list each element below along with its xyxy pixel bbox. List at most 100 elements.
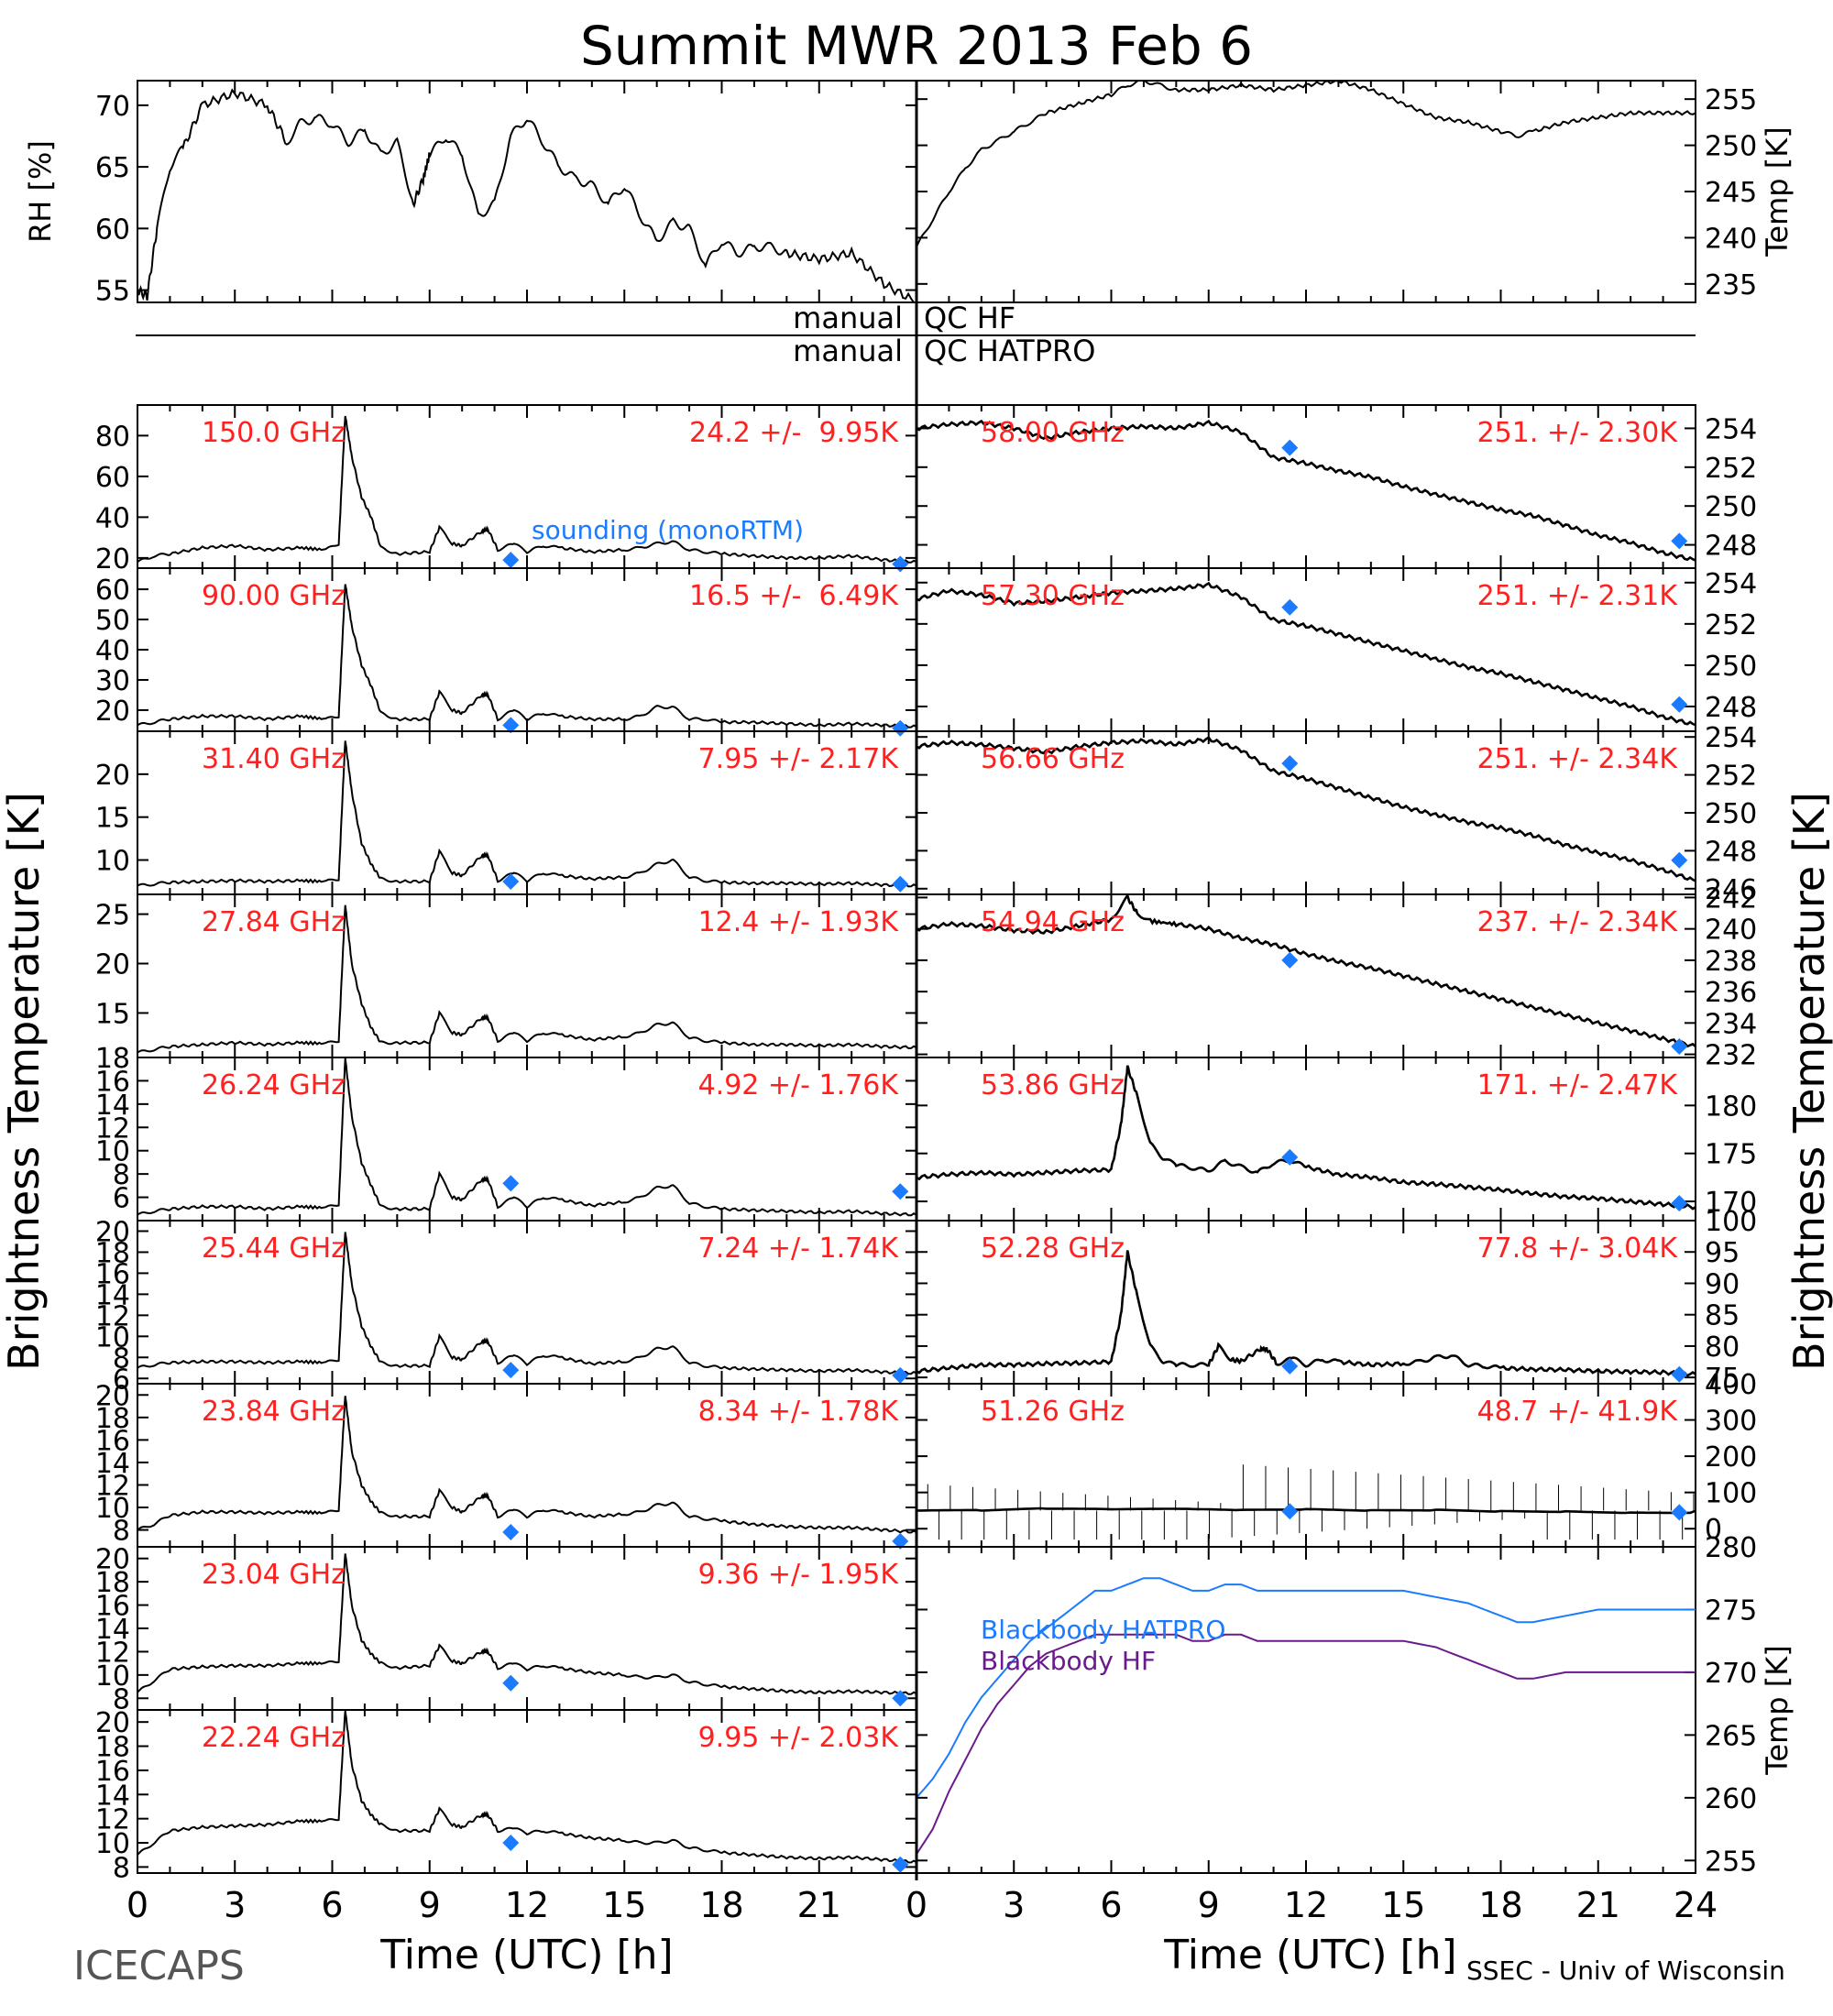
- series-bt-90: [137, 584, 917, 729]
- y-tick-label: 55: [95, 276, 130, 308]
- channel-label: 53.86 GHz: [981, 1069, 1125, 1101]
- y-tick-label: 20: [95, 1707, 130, 1739]
- y-tick-label: 16: [95, 1591, 130, 1623]
- y-tick-label: 20: [95, 1380, 130, 1412]
- channel-label: 57.30 GHz: [981, 580, 1125, 612]
- series-temp: [916, 79, 1696, 247]
- y-tick-label: 248: [1705, 531, 1757, 563]
- channel-stat: 237. +/- 2.34K: [1477, 906, 1679, 938]
- qc-hf-right-label: QC HF: [924, 301, 1015, 335]
- series-bt-22-24: [137, 1710, 917, 1864]
- y-tick-label: 75: [1705, 1363, 1740, 1395]
- y-tick-label: 10: [95, 846, 130, 878]
- y-tick-label: 10: [95, 1828, 130, 1860]
- y-tick-label: 252: [1705, 453, 1757, 485]
- y-tick-label: 60: [95, 214, 130, 246]
- y-tick-label: 95: [1705, 1237, 1740, 1269]
- channel-label: 58.00 GHz: [981, 417, 1125, 449]
- panel-y-label: Temp [K]: [1760, 126, 1795, 257]
- x-tick-label-right: 3: [1003, 1885, 1025, 1925]
- y-tick-label: 12: [95, 1637, 130, 1669]
- channel-label: 51.26 GHz: [981, 1396, 1125, 1428]
- sounding-point: [1671, 532, 1688, 550]
- y-tick-label: 232: [1705, 1040, 1757, 1072]
- y-tick-label: 254: [1705, 413, 1757, 445]
- legend-blackbody-hf: Blackbody HF: [981, 1646, 1156, 1676]
- y-tick-label: 14: [95, 1090, 130, 1122]
- y-tick-label: 252: [1705, 609, 1757, 641]
- sounding-legend-label: sounding (monoRTM): [532, 515, 804, 545]
- x-tick-label-right: 18: [1478, 1885, 1522, 1925]
- x-tick-label-left: 6: [321, 1885, 343, 1925]
- qc-panel: manual QC HF manual QC HATPRO: [136, 301, 1696, 368]
- qc-hatpro-right-label: QC HATPRO: [924, 334, 1095, 368]
- series-bt-52-28: [916, 1250, 1696, 1377]
- series-blackbody-hatpro: [916, 1577, 1696, 1799]
- channel-stat: 251. +/- 2.34K: [1477, 743, 1679, 775]
- y-tick-label: 18: [95, 1567, 130, 1599]
- sounding-point: [502, 717, 520, 734]
- y-tick-label: 60: [95, 575, 130, 607]
- y-tick-label: 100: [1705, 1206, 1757, 1238]
- y-tick-label: 14: [95, 1780, 130, 1812]
- channel-label: 56.66 GHz: [981, 743, 1125, 775]
- sounding-point: [1671, 1504, 1688, 1521]
- y-tick-label: 236: [1705, 977, 1757, 1009]
- panel-bt-56-66: 246 248 250 252 254 56.66 GHz 251. +/- 2.34K: [916, 722, 1757, 906]
- y-tick-label: 12: [95, 1112, 130, 1145]
- y-tick-label: 270: [1705, 1658, 1757, 1690]
- right-y-axis-label: Brightness Temperature [K]: [1784, 792, 1833, 1371]
- series-bt-58: [916, 419, 1696, 562]
- y-tick-label: 252: [1705, 761, 1757, 793]
- y-tick-label: 80: [1705, 1331, 1740, 1364]
- panel-y-label: RH [%]: [23, 140, 58, 243]
- channel-stat: 24.2 +/- 9.95K: [689, 417, 899, 449]
- y-tick-label: 85: [1705, 1300, 1740, 1332]
- y-tick-label: 20: [95, 760, 130, 792]
- y-tick-label: 14: [95, 1614, 130, 1646]
- channel-label: 54.94 GHz: [981, 906, 1125, 938]
- panel-frame: [137, 80, 917, 303]
- x-tick-label-right: 0: [906, 1885, 927, 1925]
- y-tick-label: 12: [95, 1470, 130, 1502]
- y-tick-label: 248: [1705, 836, 1757, 868]
- y-tick-label: 175: [1705, 1139, 1757, 1171]
- y-tick-label: 250: [1705, 651, 1757, 683]
- y-tick-label: 238: [1705, 946, 1757, 978]
- y-tick-label: 50: [95, 605, 130, 637]
- y-tick-label: 20: [95, 696, 130, 728]
- qc-hf-left-label: manual: [793, 301, 903, 335]
- channel-label: 25.44 GHz: [202, 1233, 346, 1265]
- y-tick-label: 14: [95, 1448, 130, 1480]
- y-tick-label: 6: [113, 1364, 130, 1396]
- y-tick-label: 10: [95, 1136, 130, 1168]
- x-tick-label-left: 0: [126, 1885, 148, 1925]
- series-bt-54-94: [916, 893, 1696, 1048]
- y-tick-label: 20: [95, 543, 130, 575]
- channel-stat: 12.4 +/- 1.93K: [698, 906, 900, 938]
- sounding-point: [1671, 1195, 1688, 1212]
- y-tick-label: 300: [1705, 1406, 1757, 1438]
- channel-label: 31.40 GHz: [202, 743, 346, 775]
- y-tick-label: 180: [1705, 1090, 1757, 1123]
- panel-bt-150: 20 40 60 80 150.0 GHz 24.2 +/- 9.95K: [95, 404, 917, 575]
- sounding-point: [1671, 1365, 1688, 1383]
- sounding-point: [892, 1856, 909, 1873]
- sounding-point: [502, 1524, 520, 1541]
- y-tick-label: 265: [1705, 1720, 1757, 1752]
- panel-bt-57-30: 248 250 252 254 57.30 GHz 251. +/- 2.31K: [916, 567, 1757, 732]
- x-tick-label-left: 15: [602, 1885, 646, 1925]
- y-tick-label: 242: [1705, 882, 1757, 915]
- y-tick-label: 8: [113, 1683, 130, 1715]
- channel-stat: 7.95 +/- 2.17K: [698, 743, 900, 775]
- y-tick-label: 0: [1705, 1514, 1722, 1546]
- y-tick-label: 8: [113, 1342, 130, 1375]
- y-tick-label: 70: [95, 91, 130, 123]
- y-tick-label: 12: [95, 1300, 130, 1332]
- y-tick-label: 254: [1705, 568, 1757, 600]
